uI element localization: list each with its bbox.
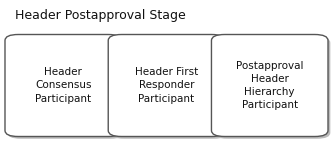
Text: Header Postapproval Stage: Header Postapproval Stage	[15, 9, 186, 22]
Text: Header First
Responder
Participant: Header First Responder Participant	[135, 67, 198, 104]
FancyBboxPatch shape	[111, 37, 227, 139]
Text: Postapproval
Header
Hierarchy
Participant: Postapproval Header Hierarchy Participan…	[236, 61, 303, 110]
FancyBboxPatch shape	[7, 37, 124, 139]
FancyBboxPatch shape	[5, 34, 122, 136]
FancyBboxPatch shape	[214, 37, 330, 139]
FancyBboxPatch shape	[211, 34, 328, 136]
FancyBboxPatch shape	[108, 34, 225, 136]
Text: Header
Consensus
Participant: Header Consensus Participant	[35, 67, 92, 104]
